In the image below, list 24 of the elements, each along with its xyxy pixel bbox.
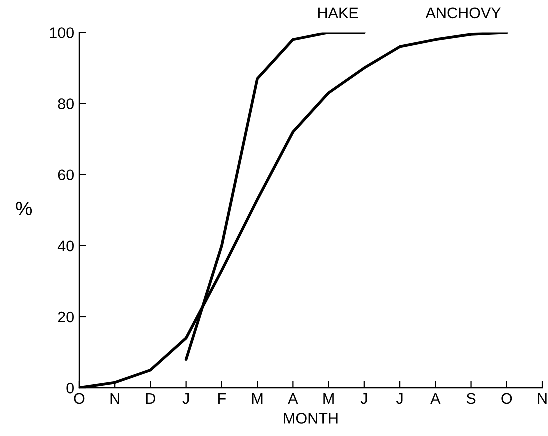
y-tick-label: 100 — [50, 28, 74, 38]
series-label: HAKE — [318, 8, 358, 18]
y-tick-label: 40 — [58, 240, 74, 252]
y-axis-title: % — [16, 202, 32, 216]
x-tick-label: O — [74, 393, 85, 404]
x-tick-label: S — [466, 393, 476, 404]
y-tick-label: 60 — [58, 170, 74, 181]
x-tick-label: N — [538, 393, 547, 404]
series-label: ANCHOVY — [426, 8, 502, 19]
x-tick-label: N — [110, 393, 120, 404]
x-tick-label: J — [360, 393, 368, 404]
x-tick-label: A — [430, 393, 441, 404]
x-tick-label: D — [146, 393, 156, 404]
x-tick-label: M — [252, 393, 263, 404]
y-tick-label: 0 — [66, 382, 74, 394]
x-tick-label: A — [288, 393, 298, 404]
y-tick-label: 80 — [58, 98, 74, 110]
y-tick-label: 20 — [58, 312, 74, 323]
x-axis-title: MONTH — [284, 413, 338, 424]
x-tick-label: M — [324, 393, 334, 404]
x-tick-label: J — [396, 393, 403, 404]
x-tick-label: F — [218, 393, 226, 404]
x-tick-label: O — [502, 393, 512, 404]
x-tick-label: J — [182, 393, 190, 404]
